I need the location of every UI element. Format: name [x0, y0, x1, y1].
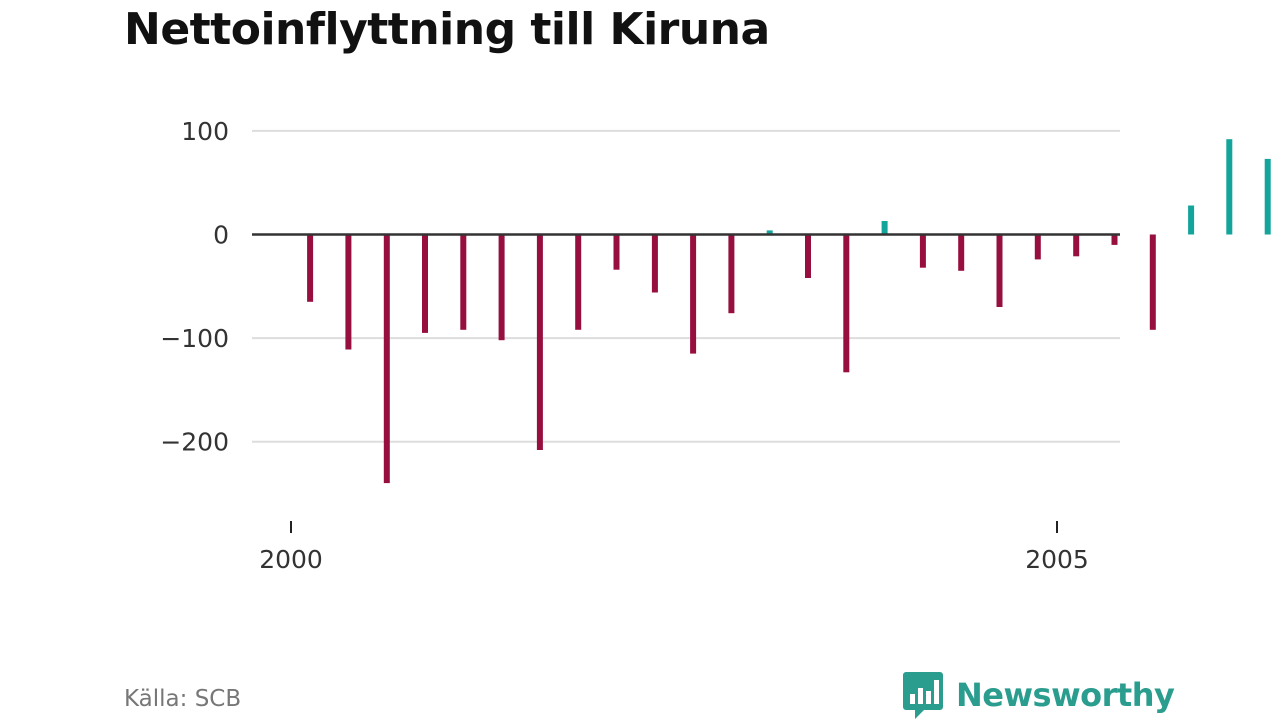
bars: [307, 139, 1271, 484]
bar: [919, 234, 926, 268]
source-credit: Källa: SCB: [124, 686, 242, 712]
bar: [460, 234, 467, 330]
x-tick-label: 2000: [259, 545, 323, 574]
bar: [498, 234, 505, 341]
bar: [345, 234, 352, 350]
bar: [958, 234, 965, 271]
bar: [422, 234, 428, 333]
y-tick-label: 100: [181, 117, 229, 146]
y-tick-label: 0: [213, 221, 229, 250]
bar: [766, 230, 773, 235]
bar: [651, 234, 658, 293]
bar: [996, 234, 1003, 307]
bar: [1188, 205, 1195, 235]
bar: [843, 234, 850, 373]
bar: [1034, 234, 1041, 260]
bar: [881, 221, 888, 235]
y-tick-label: −200: [160, 428, 229, 457]
bar: [383, 234, 390, 484]
chart-title: Nettoinflyttning till Kiruna: [124, 4, 770, 55]
y-axis-tick-labels: 100 0 −100 −200: [160, 117, 229, 457]
grid-lines: [252, 129, 1120, 443]
brand-logo: Newsworthy: [902, 670, 1175, 720]
bar: [1149, 234, 1156, 330]
bar: [1226, 139, 1233, 235]
x-axis-ticks: 200020052010201520202025: [259, 521, 1089, 574]
brand-name: Newsworthy: [956, 676, 1175, 714]
bar: [1264, 158, 1271, 235]
newsworthy-logo-icon: [903, 672, 943, 719]
x-tick-label: 2005: [1025, 545, 1089, 574]
bar: [728, 234, 735, 314]
bar: [805, 234, 811, 278]
bar: [1073, 234, 1080, 257]
y-tick-label: −100: [160, 324, 229, 353]
bar: [613, 234, 620, 270]
bar: [690, 234, 697, 354]
bar: [575, 234, 582, 330]
bar: [1111, 234, 1118, 245]
bar: [536, 234, 543, 450]
bar: [307, 234, 314, 302]
